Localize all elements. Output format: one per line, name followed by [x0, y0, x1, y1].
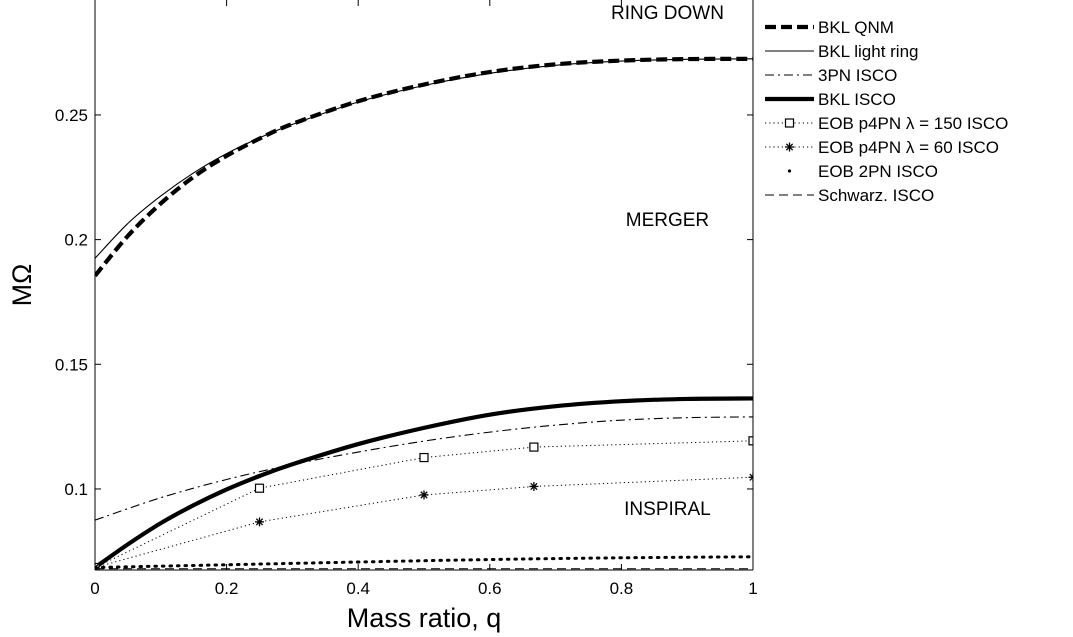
- data-point-eob-p4pn-60-isco: [255, 517, 264, 527]
- data-point-eob-p4pn-60-isco: [529, 481, 539, 491]
- legend-item-bkl-qnm: BKL QNM: [765, 18, 894, 37]
- legend-item-bkl-isco: BKL ISCO: [765, 90, 896, 109]
- series-line-eob-p4pn-60-isco: [95, 476, 753, 568]
- series-line-bkl-light-ring: [95, 58, 753, 259]
- legend-label: BKL light ring: [818, 42, 918, 61]
- x-tick-label: 0.2: [215, 579, 239, 598]
- data-point-eob-p4pn-150-isco: [254, 483, 265, 493]
- data-point-eob-p4pn-150-isco: [748, 436, 753, 446]
- legend-swatch: [787, 169, 792, 173]
- y-tick-label: 0.1: [64, 480, 88, 499]
- series-3pn-isco: [95, 416, 753, 521]
- legend-label: EOB p4PN λ = 150 ISCO: [818, 114, 1008, 133]
- x-tick-label: 0.4: [346, 579, 370, 598]
- axes: 0 0.2 0.4 0.6 0.8 1 0.1 0.15 0.2 0.25: [55, 0, 758, 598]
- data-point-eob-p4pn-150-isco: [419, 452, 429, 463]
- region-label-inspiral: INSPIRAL: [624, 499, 711, 520]
- y-axis-label: MΩ: [7, 264, 37, 307]
- legend-label: BKL ISCO: [818, 90, 896, 109]
- x-tick-label: 0.8: [610, 579, 634, 598]
- series-line-3pn-isco: [95, 416, 753, 521]
- legend-item-schwarz-isco: Schwarz. ISCO: [765, 186, 934, 205]
- legend: BKL QNM BKL light ring 3PN ISCO BKL ISCO EOB…: [765, 18, 1008, 205]
- data-point-eob-p4pn-150-isco: [529, 442, 539, 452]
- region-labels: RING DOWN MERGER INSPIRAL: [611, 3, 724, 520]
- x-tick-label: 0: [90, 579, 99, 598]
- series-line-bkl-qnm: [95, 56, 753, 278]
- series-layer: [95, 56, 753, 570]
- series-line-bkl-isco: [95, 396, 753, 570]
- legend-marker: [784, 118, 795, 128]
- legend-item-3pn-isco: 3PN ISCO: [765, 66, 897, 85]
- legend-item-eob-p4pn-150-isco: EOB p4PN λ = 150 ISCO: [765, 114, 1008, 133]
- y-tick-label: 0.25: [55, 106, 88, 125]
- y-tick-label: 0.2: [64, 231, 88, 250]
- x-tick-label: 0.6: [478, 579, 502, 598]
- series-bkl-light-ring: [95, 58, 753, 259]
- x-axis-label: Mass ratio, q: [347, 603, 502, 633]
- region-label-merger: MERGER: [626, 210, 709, 231]
- series-line-eob-2pn-isco: [95, 555, 753, 570]
- series-line-eob-p4pn-150-isco: [95, 440, 753, 568]
- legend-item-bkl-light-ring: BKL light ring: [765, 42, 918, 61]
- legend-label: 3PN ISCO: [818, 66, 897, 85]
- series-eob-2pn-isco: [95, 555, 753, 570]
- x-tick-label: 1: [748, 579, 757, 598]
- legend-label: Schwarz. ISCO: [818, 186, 934, 205]
- legend-item-eob-2pn-isco: EOB 2PN ISCO: [787, 162, 938, 181]
- y-tick-label: 0.15: [55, 355, 88, 374]
- legend-item-eob-p4pn-60-isco: EOB p4PN λ = 60 ISCO: [765, 138, 999, 157]
- data-point-eob-p4pn-60-isco: [748, 472, 753, 482]
- legend-label: EOB p4PN λ = 60 ISCO: [818, 138, 999, 157]
- data-point-eob-p4pn-60-isco: [419, 490, 429, 500]
- legend-label: EOB 2PN ISCO: [818, 162, 938, 181]
- region-label-ring-down: RING DOWN: [611, 3, 724, 24]
- series-bkl-isco: [95, 396, 753, 570]
- series-eob-p4pn-60-isco: [95, 472, 753, 570]
- legend-marker: [785, 142, 794, 152]
- legend-label: BKL QNM: [818, 18, 894, 37]
- series-bkl-qnm: [95, 56, 753, 278]
